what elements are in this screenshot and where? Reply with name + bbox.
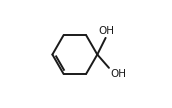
Text: OH: OH (111, 69, 127, 79)
Text: OH: OH (98, 26, 114, 36)
